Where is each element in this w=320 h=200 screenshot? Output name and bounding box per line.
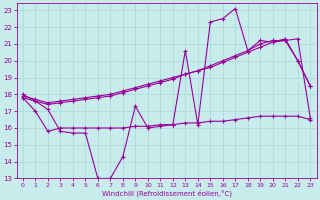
X-axis label: Windchill (Refroidissement éolien,°C): Windchill (Refroidissement éolien,°C)	[101, 189, 232, 197]
